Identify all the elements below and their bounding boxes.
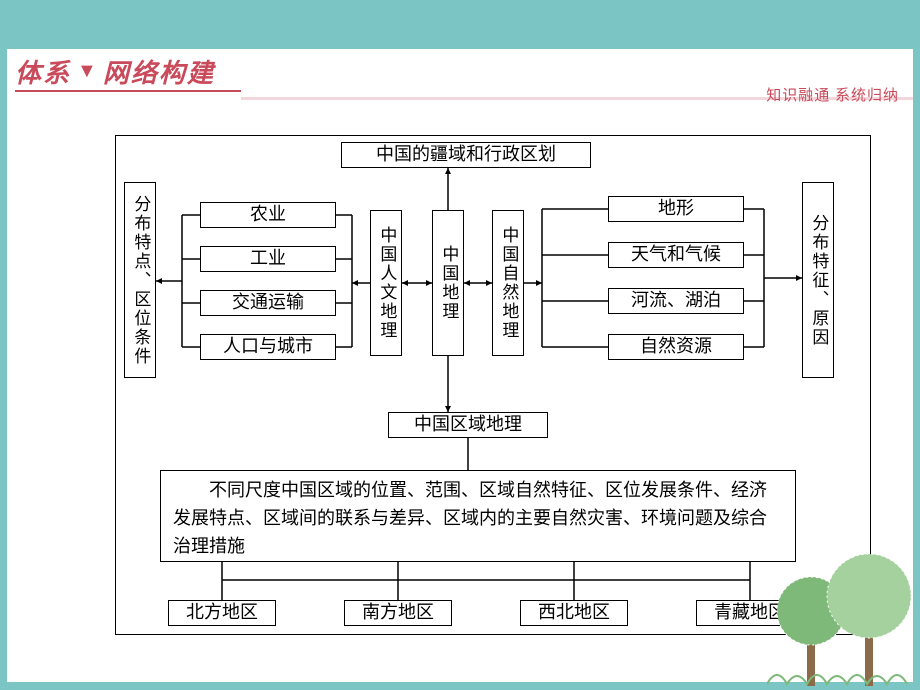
node-humangeo: 中国人文地理 xyxy=(370,210,402,356)
node-agri: 农业 xyxy=(200,202,336,228)
node-leftv: 分布特点、区位条件 xyxy=(124,182,156,378)
title-left: 体系 xyxy=(15,53,71,90)
node-terrain: 地形 xyxy=(608,196,744,222)
title-right: 网络构建 xyxy=(103,53,215,90)
node-center: 中国地理 xyxy=(432,210,464,356)
node-river: 河流、湖泊 xyxy=(608,288,744,314)
tree-decoration xyxy=(767,516,917,686)
triangle-icon: ▼ xyxy=(77,60,97,83)
underline-dark xyxy=(15,90,241,92)
slide-panel: 体系 ▼ 网络构建 知识融通 系统归纳 中国的疆域和行政区划中国地理中国人文地理… xyxy=(7,49,913,682)
header: 体系 ▼ 网络构建 知识融通 系统归纳 xyxy=(7,49,913,103)
node-trans: 交通运输 xyxy=(200,290,336,316)
node-resource: 自然资源 xyxy=(608,334,744,360)
node-south: 南方地区 xyxy=(344,600,452,626)
node-bottom_para: 不同尺度中国区域的位置、范围、区域自然特征、区位发展条件、经济发展特点、区域间的… xyxy=(160,470,796,562)
node-top: 中国的疆域和行政区划 xyxy=(341,142,591,168)
node-region: 中国区域地理 xyxy=(388,412,548,438)
node-north: 北方地区 xyxy=(168,600,276,626)
header-right-text: 知识融通 系统归纳 xyxy=(766,84,899,105)
node-nw: 西北地区 xyxy=(520,600,628,626)
node-indu: 工业 xyxy=(200,246,336,272)
node-weather: 天气和气候 xyxy=(608,242,744,268)
node-pop: 人口与城市 xyxy=(200,334,336,360)
node-rightv: 分布特征、原因 xyxy=(802,182,834,378)
concept-map: 中国的疆域和行政区划中国地理中国人文地理 中国自然地理 分布特点、区位条件 分布特征、… xyxy=(115,135,871,635)
node-natgeo: 中国自然地理 xyxy=(492,210,524,356)
